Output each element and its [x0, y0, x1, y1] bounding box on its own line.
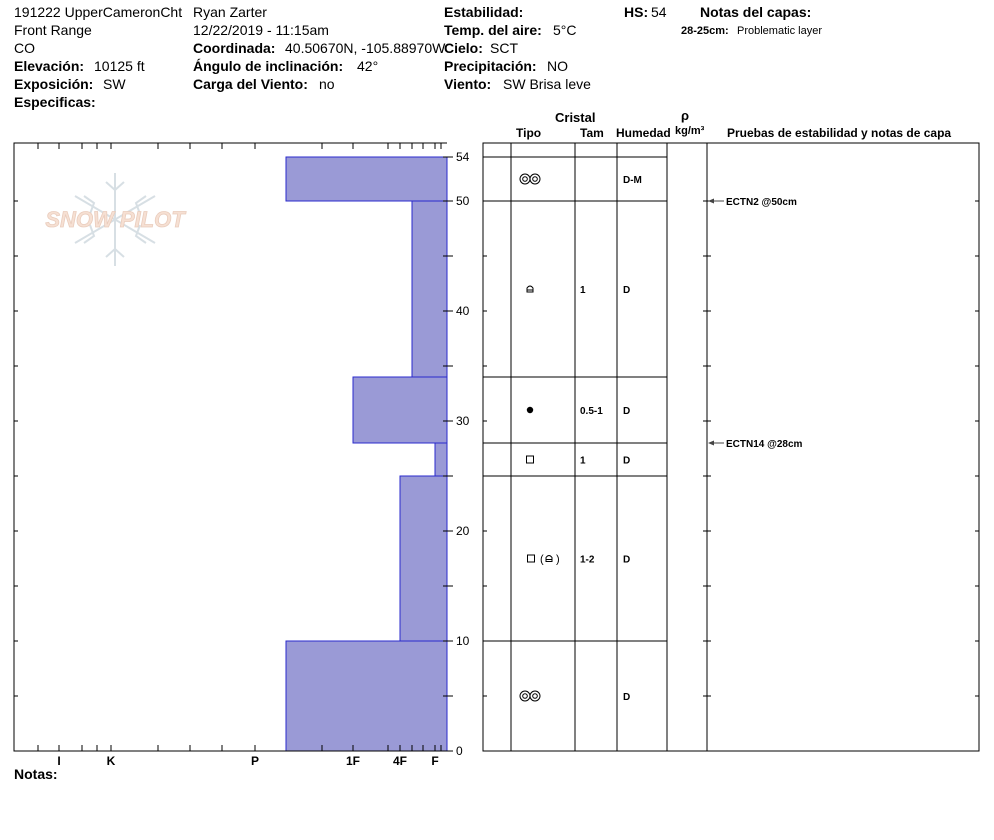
- layer-note-range: 28-25cm:: [681, 25, 729, 37]
- slope-label: Ángulo de inclinación:: [193, 58, 344, 74]
- coord-value: 40.50670N, -105.88970W: [285, 40, 446, 56]
- datetime: 12/22/2019 - 11:15am: [193, 22, 329, 38]
- site-name: 191222 UpperCameronCht: [14, 4, 183, 20]
- wind-label: Viento:: [444, 76, 492, 92]
- grain-size: 0.5-1: [580, 406, 603, 417]
- air-temp-label: Temp. del aire:: [444, 22, 542, 38]
- height-tick-label: 20: [456, 524, 470, 538]
- rho-header: ρ: [681, 108, 690, 123]
- moisture-header: Humedad: [616, 126, 671, 140]
- coord-label: Coordinada:: [193, 40, 276, 56]
- hardness-tick-label: 1F: [346, 754, 360, 768]
- hardness-frame: [13, 142, 447, 752]
- sky-value: SCT: [490, 40, 518, 56]
- hs-value: 54: [651, 4, 667, 20]
- moisture-value: D: [623, 555, 630, 566]
- size-header: Tam: [580, 126, 604, 140]
- hs-label: HS:: [624, 4, 649, 20]
- specifics-label: Especificas:: [14, 94, 96, 110]
- svg-text:(: (: [540, 554, 544, 566]
- tests-header: Pruebas de estabilidad y notas de capa: [727, 126, 952, 140]
- layer-notes-label: Notas del capas:: [700, 4, 812, 20]
- stability-label: Estabilidad:: [444, 4, 524, 20]
- logo-text: SNOW PILOT: [45, 207, 186, 232]
- height-tick-label: 10: [456, 634, 470, 648]
- moisture-value: D-M: [623, 175, 642, 186]
- elevation-value: 10125 ft: [94, 58, 145, 74]
- wind-load-label: Carga del Viento:: [193, 76, 308, 92]
- grain-symbol-square-faceted: (): [527, 554, 560, 566]
- state: CO: [14, 40, 35, 56]
- wind-value: SW Brisa leve: [503, 76, 591, 92]
- grain-symbol-square: [526, 455, 534, 464]
- air-temp-value: 5°C: [553, 22, 577, 38]
- hardness-tick-label: F: [431, 754, 438, 768]
- moisture-value: D: [623, 692, 630, 703]
- stability-test-label: ECTN2 @50cm: [726, 197, 797, 208]
- layer-note-text: Problematic layer: [737, 25, 822, 37]
- hardness-tick-label: 4F: [393, 754, 407, 768]
- moisture-value: D: [623, 456, 630, 467]
- density-unit-header: kg/m³: [675, 125, 705, 137]
- height-tick-label: 40: [456, 304, 470, 318]
- moisture-value: D: [623, 406, 630, 417]
- aspect-value: SW: [103, 76, 126, 92]
- notes-label: Notas:: [14, 766, 58, 782]
- hardness-bar: [352, 376, 448, 444]
- grain-size: 1: [580, 285, 586, 296]
- grain-size: 1: [580, 456, 586, 467]
- precip-value: NO: [547, 58, 568, 74]
- precip-label: Precipitación:: [444, 58, 537, 74]
- test-arrowhead: [708, 198, 714, 204]
- layer-table-frame: [482, 142, 980, 752]
- hardness-bar: [434, 442, 448, 477]
- hardness-tick-label: P: [251, 754, 259, 768]
- stability-test-label: ECTN14 @28cm: [726, 439, 803, 450]
- grain-symbol-graupel: [526, 406, 534, 414]
- grain-size: 1-2: [580, 555, 595, 566]
- hardness-bar: [285, 640, 448, 752]
- height-tick-label: 30: [456, 414, 470, 428]
- height-tick-label: 54: [456, 150, 470, 164]
- svg-text:): ): [556, 554, 560, 566]
- wind-load-value: no: [319, 76, 335, 92]
- snowpilot-logo: SNOW PILOT: [45, 173, 187, 266]
- type-header: Tipo: [516, 126, 542, 140]
- height-tick-label: 50: [456, 194, 470, 208]
- height-tick-label: 0: [456, 744, 463, 758]
- test-arrowhead: [708, 440, 714, 446]
- crystal-header: Cristal: [555, 110, 596, 125]
- range-name: Front Range: [14, 22, 92, 38]
- aspect-label: Exposición:: [14, 76, 94, 92]
- elevation-label: Elevación:: [14, 58, 85, 74]
- hardness-tick-label: K: [107, 754, 116, 768]
- moisture-value: D: [623, 285, 630, 296]
- slope-value: 42°: [357, 58, 379, 74]
- grain-symbol-rounded-cluster: [519, 690, 541, 702]
- grain-symbol-faceted: [526, 285, 534, 293]
- grain-symbol-rounded-cluster: [519, 173, 541, 185]
- sky-label: Cielo:: [444, 40, 483, 56]
- hardness-bar: [411, 200, 448, 378]
- observer-name: Ryan Zarter: [193, 4, 267, 20]
- hardness-bar: [285, 156, 448, 202]
- hardness-bar: [399, 475, 448, 642]
- hardness-tick-label: I: [57, 754, 60, 768]
